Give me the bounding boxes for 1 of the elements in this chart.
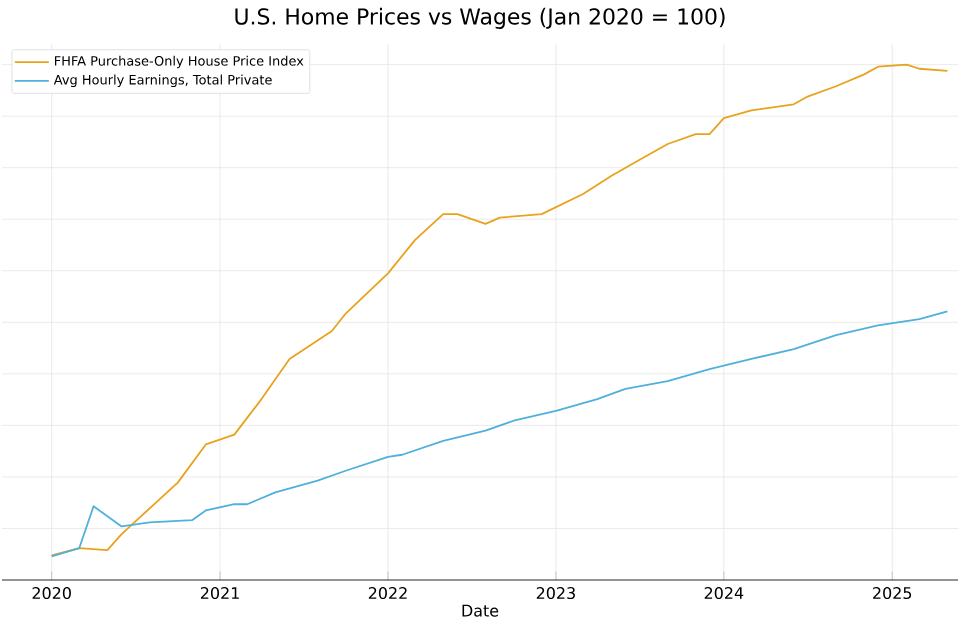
chart-title: U.S. Home Prices vs Wages (Jan 2020 = 100) [235,7,725,29]
